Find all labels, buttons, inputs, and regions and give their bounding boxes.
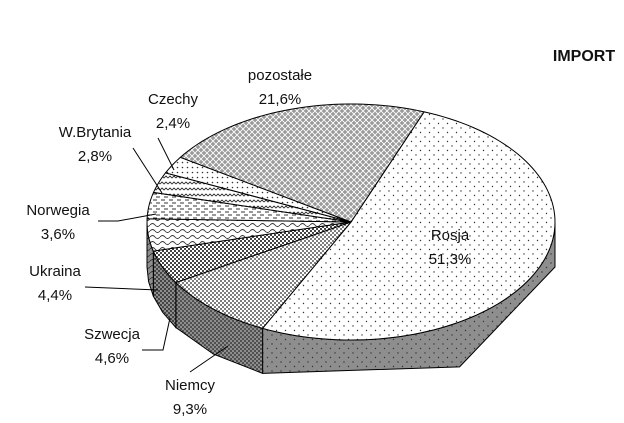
leader-line [132, 147, 163, 194]
slice-label: Norwegia [26, 202, 90, 219]
slice-label: Niemcy [165, 377, 216, 394]
leader-line [142, 317, 171, 351]
slice-label: Szwecja [84, 326, 141, 343]
leader-line [84, 286, 159, 291]
slice-top-pattern [174, 220, 353, 329]
slice-value-label: 51,3% [429, 251, 472, 268]
slice-top-pattern [179, 103, 425, 223]
leader-line [98, 213, 157, 222]
slice-value-label: 2,8% [78, 148, 112, 165]
slice-top-pattern [261, 111, 556, 341]
slice-value-label: 21,6% [259, 91, 302, 108]
slice-top-pattern [146, 218, 352, 252]
leader-line [189, 345, 229, 373]
slice-value-label: 3,6% [41, 226, 75, 243]
slice-label: pozostałe [248, 67, 312, 84]
chart-title: IMPORT [553, 48, 615, 65]
slice-value-label: 4,6% [95, 350, 129, 367]
slice-value-label: 9,3% [173, 401, 207, 418]
slice-top-pattern [152, 221, 352, 284]
slice-label: W.Brytania [59, 124, 132, 141]
slice-label: Czechy [148, 91, 199, 108]
slice-value-label: 2,4% [156, 115, 190, 132]
slice-label: Rosja [431, 227, 470, 244]
slice-top-pattern [152, 172, 352, 223]
slice-value-label: 4,4% [38, 287, 72, 304]
leader-line [157, 137, 175, 171]
slice-label: Ukraina [29, 263, 81, 280]
slice-top-pattern [164, 156, 352, 223]
